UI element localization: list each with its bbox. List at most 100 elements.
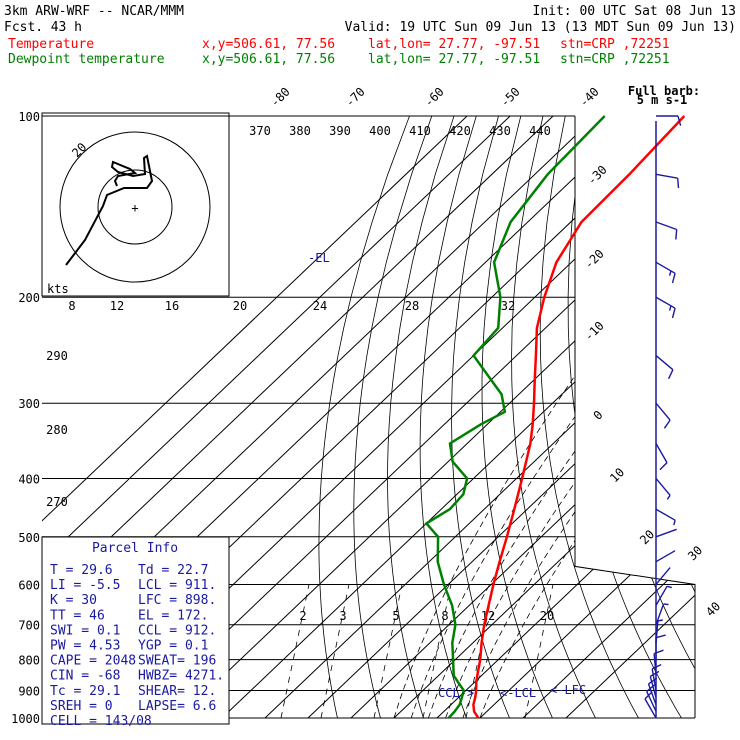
wind-barb-flag [666, 494, 671, 500]
wind-barb-flag [663, 419, 671, 429]
mixing-ratio-label: 20 [540, 609, 554, 623]
theta-label: 380 [289, 124, 311, 138]
theta-label: 440 [529, 124, 551, 138]
wind-barb-staff [651, 668, 657, 691]
wind-barb-flag [657, 619, 663, 622]
hodograph-center-mark: + [131, 201, 138, 215]
hodograph-ring-outer [59, 131, 211, 283]
barb-key-title: Full barb: [628, 84, 700, 98]
forecast-label: Fcst. [4, 20, 43, 35]
isotherm-label: 10 [607, 465, 627, 485]
ccl-marker: CCL-> [438, 686, 474, 700]
theta-label: 370 [249, 124, 271, 138]
temperature-latlon: lat,lon= 27.77, -97.51 [368, 37, 540, 52]
isotherm-label: -40 [577, 85, 602, 110]
wind-barb-staff [655, 443, 668, 463]
wind-barb-staff [655, 173, 678, 179]
parcel-info-rows: T = 29.6 Td = 22.7 LI = -5.5 LCL = 911. K = … [50, 563, 224, 729]
forecast-hour: 43 h [51, 20, 82, 35]
pressure-label-700: 700 [18, 619, 40, 633]
pressure-axis: 100 200 300 400 500 600 700 800 900 1000 [11, 110, 40, 726]
isotherm-line [42, 116, 554, 718]
mixing-ratio-label: 8 [441, 609, 448, 623]
el-marker: -EL [308, 251, 330, 265]
pressure-label-400: 400 [18, 472, 40, 486]
isotherm-label: 0 [591, 408, 606, 423]
wind-barb-staff [655, 508, 676, 521]
wind-barb-staff [646, 691, 657, 712]
dry-adiabat [451, 116, 510, 718]
isotherm-label: 20 [637, 527, 657, 547]
hodograph-ring-label: 20 [69, 140, 89, 160]
isotherm-line [42, 116, 511, 718]
wind-barb-staff [655, 402, 671, 421]
hodograph-trace [65, 154, 154, 266]
valid-time: Valid: 19 UTC Sun 09 Jun 13 (13 MDT Sun … [345, 20, 736, 35]
dry-adiabat [594, 116, 695, 718]
hodograph-ring-inner [97, 169, 173, 245]
wind-barb-staff [655, 221, 677, 231]
parcel-row-left: CAPE = 2048 [50, 654, 136, 669]
wind-barb-staff [653, 653, 657, 676]
isotherm-line [479, 116, 695, 718]
dry-adiabat [720, 116, 740, 718]
pressure-label-800: 800 [18, 654, 40, 668]
parcel-row-left: CIN = -68 [50, 669, 120, 684]
parcel-row-left: CELL = 143/08 [50, 714, 152, 729]
parcel-info-frame [41, 536, 230, 725]
pressure-label-1000: 1000 [11, 712, 40, 726]
theta-label: 390 [329, 124, 351, 138]
theta-label: 420 [449, 124, 471, 138]
parcel-row-right: SWEAT= 196 [138, 654, 216, 669]
speed-tick: 8 [68, 299, 75, 313]
dewpoint-latlon: lat,lon= 27.77, -97.51 [368, 52, 540, 67]
wind-barb-flag [671, 273, 676, 284]
wind-barb-flag [649, 670, 660, 678]
mixing-ratio-line [373, 584, 403, 718]
dewpoint-legend: Dewpoint temperature [8, 52, 165, 67]
init-time: Init: 00 UTC Sat 08 Jun 13 [533, 4, 737, 19]
pressure-label-500: 500 [18, 531, 40, 545]
barb-key-value: 5 m s-1 [637, 93, 688, 107]
wind-barb-flag [655, 634, 666, 639]
wind-barb-staff [644, 698, 657, 719]
hodograph-panel: + 20 kts [41, 112, 230, 297]
theta-label: 410 [409, 124, 431, 138]
isotherm-label: -10 [582, 319, 607, 344]
dry-adiabat [567, 116, 682, 718]
parcel-row-right: LFC = 898. [138, 593, 216, 608]
wind-barb-staff [655, 355, 674, 371]
wind-barb-staff [655, 296, 676, 309]
isotherm-label: -60 [422, 85, 447, 110]
parcel-row-left: PW = 4.53 [50, 639, 120, 654]
speed-tick: 32 [501, 299, 515, 313]
speed-tick: 24 [313, 299, 327, 313]
dry-adiabat [539, 116, 639, 718]
dewpoint-station: stn=CRP ,72251 [560, 52, 670, 67]
isotherm-label: -30 [585, 163, 610, 188]
parcel-row-left: TT = 46 [50, 608, 105, 623]
wind-barb-flag [677, 178, 680, 189]
wind-barb-staff [655, 477, 671, 496]
wind-barb-staff [655, 585, 668, 606]
theta-label: 400 [369, 124, 391, 138]
dewpoint-profile [424, 115, 606, 719]
wind-barb-staff [655, 567, 671, 585]
mixing-ratio-label: 5 [392, 609, 399, 623]
parcel-row-right: CCL = 912. [138, 623, 216, 638]
wind-barb-flag [651, 663, 662, 670]
parcel-row-right: EL = 172. [138, 608, 208, 623]
pressure-label-300: 300 [18, 397, 40, 411]
wind-barb-staff [655, 620, 659, 643]
parcel-row-right: Td = 22.7 [138, 563, 208, 578]
dry-adiabat [419, 116, 477, 718]
moist-adiabat [410, 296, 665, 718]
isotherm-label: -80 [268, 85, 293, 110]
parcel-info-panel: Parcel Info T = 29.6 Td = 22.7 LI = -5.5 LC… [41, 536, 230, 729]
isotherm-label: -70 [343, 85, 368, 110]
isotherm-line [393, 116, 695, 718]
isotherms [42, 116, 740, 718]
mixing-ratio-line [320, 584, 350, 718]
isotherm-line [436, 116, 695, 718]
